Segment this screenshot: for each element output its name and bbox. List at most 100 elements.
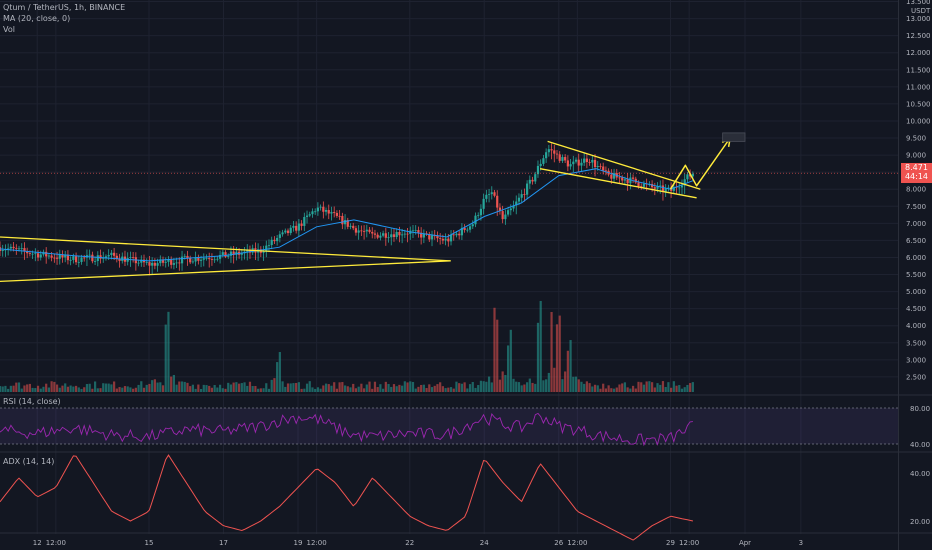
volume-bars xyxy=(0,300,694,392)
candle-body xyxy=(137,262,140,264)
price-tick-label: 3.500 xyxy=(906,339,926,347)
candle-body xyxy=(664,188,667,192)
volume-bar xyxy=(409,381,412,392)
candle-body xyxy=(229,251,233,256)
candle-body xyxy=(368,229,371,232)
candle-body xyxy=(26,251,29,254)
volume-bar xyxy=(531,382,534,392)
candle-body xyxy=(634,178,637,183)
volume-bar xyxy=(319,388,322,392)
candle-body xyxy=(691,173,694,177)
volume-bar xyxy=(240,383,243,392)
volume-legend[interactable]: Vol xyxy=(3,25,15,34)
volume-bar xyxy=(311,387,314,392)
candle-body xyxy=(596,166,599,168)
candle-body xyxy=(305,215,309,217)
current-price-tag: 8.471 44:14 xyxy=(901,163,932,183)
triangle-line xyxy=(0,236,451,262)
volume-bar xyxy=(547,372,550,392)
volume-bar xyxy=(607,385,610,392)
target-box xyxy=(722,132,746,142)
candle-body xyxy=(523,194,526,195)
candle-body xyxy=(205,258,208,259)
volume-bar xyxy=(602,383,605,392)
ma20-line xyxy=(0,168,694,262)
volume-bar xyxy=(583,383,586,392)
volume-bar xyxy=(395,386,398,392)
candle-body xyxy=(140,259,143,263)
symbol-legend[interactable]: Qtum / TetherUS, 1h, BINANCE xyxy=(3,3,126,12)
time-tick-label: 12 xyxy=(33,539,42,547)
volume-bar xyxy=(295,382,298,392)
candle-body xyxy=(414,229,417,231)
volume-bar xyxy=(477,385,480,392)
adx-legend[interactable]: ADX (14, 14) xyxy=(3,457,55,466)
candle-body xyxy=(558,154,561,161)
candle-body xyxy=(360,230,363,232)
candle-body xyxy=(623,179,627,181)
candle-body xyxy=(276,237,279,242)
candle-body xyxy=(69,259,72,261)
volume-bar xyxy=(371,388,374,392)
candle-body xyxy=(216,258,219,260)
volume-bar xyxy=(433,385,436,392)
adx-pane xyxy=(0,454,694,541)
volume-bar xyxy=(145,384,148,392)
price-tick-label: 12.500 xyxy=(906,32,931,40)
volume-bar xyxy=(373,381,377,392)
time-tick-label: 12:00 xyxy=(567,539,587,547)
candle-body xyxy=(129,257,132,259)
volume-bar xyxy=(45,383,48,392)
candle-body xyxy=(610,174,613,179)
volume-bar xyxy=(88,383,91,392)
volume-bar xyxy=(254,386,257,392)
candle-body xyxy=(61,254,64,258)
candle-body xyxy=(463,227,466,231)
ma-legend[interactable]: MA (20, close, 0) xyxy=(3,14,71,23)
candle-body xyxy=(278,234,281,238)
candle-body xyxy=(520,194,523,198)
candle-body xyxy=(213,259,216,261)
volume-bar xyxy=(316,387,319,392)
volume-bar xyxy=(466,388,469,392)
candle-body xyxy=(564,157,567,161)
volume-bar xyxy=(4,385,7,392)
volume-bar xyxy=(327,384,330,392)
projection-arrow xyxy=(669,137,731,190)
volume-bar xyxy=(64,383,67,392)
candle-body xyxy=(170,259,173,265)
time-tick-label: Apr xyxy=(739,539,751,547)
candle-body xyxy=(161,259,165,263)
volume-bar xyxy=(281,381,284,392)
volume-bar xyxy=(262,388,265,392)
volume-bar xyxy=(126,386,129,392)
volume-bar xyxy=(564,371,567,392)
volume-bar xyxy=(221,388,224,392)
volume-bar xyxy=(34,388,37,392)
rsi-legend[interactable]: RSI (14, close) xyxy=(3,397,61,406)
candle-body xyxy=(232,251,235,255)
candle-body xyxy=(7,248,10,250)
candle-body xyxy=(653,187,656,189)
candle-body xyxy=(585,158,588,163)
candle-body xyxy=(346,220,349,227)
volume-bar xyxy=(172,374,175,392)
price-tick-label: 6.500 xyxy=(906,237,926,245)
volume-bar xyxy=(545,379,548,392)
candle-body xyxy=(295,225,298,231)
volume-bar xyxy=(330,385,333,392)
volume-bar xyxy=(517,382,521,392)
candle-body xyxy=(379,235,382,238)
volume-bar xyxy=(430,387,434,392)
volume-bar xyxy=(642,384,646,392)
candle-body xyxy=(235,251,238,255)
volume-bar xyxy=(420,384,423,392)
volume-bar xyxy=(444,388,447,392)
volume-bar xyxy=(270,379,273,392)
volume-bar xyxy=(414,388,417,392)
candle-body xyxy=(517,197,521,202)
volume-bar xyxy=(675,385,678,392)
candle-body xyxy=(569,164,572,167)
